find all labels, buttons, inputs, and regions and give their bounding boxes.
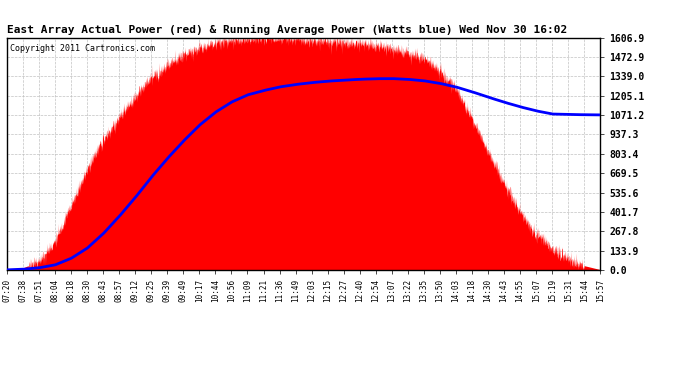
Text: Copyright 2011 Cartronics.com: Copyright 2011 Cartronics.com [10, 45, 155, 54]
Text: East Array Actual Power (red) & Running Average Power (Watts blue) Wed Nov 30 16: East Array Actual Power (red) & Running … [7, 25, 567, 35]
